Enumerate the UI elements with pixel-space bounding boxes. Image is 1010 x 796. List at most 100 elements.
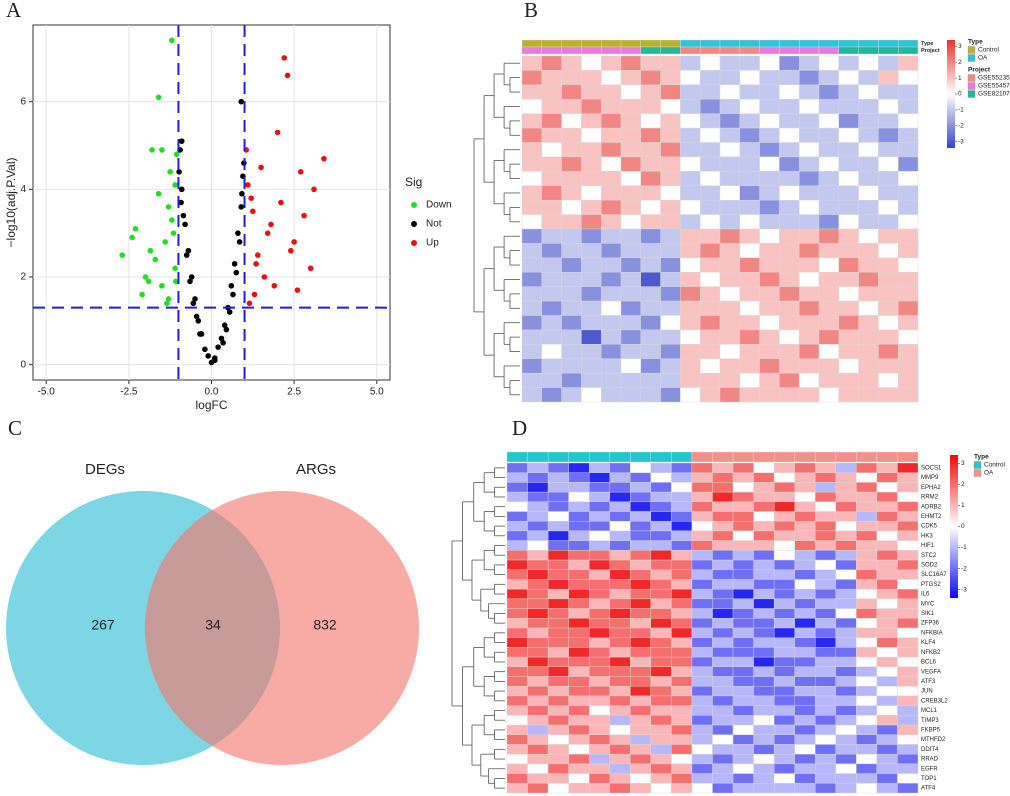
heatmap-cell [568,540,590,551]
heatmap-cell [794,598,816,609]
heatmap-cell [876,569,898,580]
heatmap-cell [753,540,775,551]
heatmap-cell [506,588,528,600]
point [254,252,261,258]
heatmap-cell [581,387,602,403]
row-label: ZFP36 [921,621,940,627]
heatmap-cell [759,372,780,388]
heatmap-cell [581,228,602,244]
heatmap-cell [773,530,795,541]
heatmap-cell [506,511,528,522]
heatmap-cell [794,491,816,503]
heatmap-cell [818,344,839,359]
heatmap-cell [897,521,919,532]
annotation-cell [660,39,681,48]
heatmap-cell [815,462,836,473]
point [193,313,200,320]
x-axis-label: logFC [195,398,227,412]
heatmap-cell [856,588,878,600]
heatmap-cell [589,695,610,706]
heatmap-cell [691,501,713,512]
row-label: DDIT4 [921,747,939,753]
heatmap-cell [794,705,816,716]
heatmap-cell [815,666,836,677]
heatmap-cell [815,715,836,726]
heatmap-cell [739,387,760,403]
heatmap-cell [773,462,795,473]
heatmap-cell [876,618,898,629]
heatmap-cell [527,608,549,619]
heatmap-cell [815,579,836,590]
heatmap-cell [897,598,919,609]
heatmap-cell [878,257,899,273]
heatmap-cell [799,113,820,129]
annotation-cell [700,46,721,55]
heatmap-cell [835,559,857,570]
annotation-cell [581,39,602,48]
row-label: RRAD [921,757,939,763]
x-tick-label: -5.0 [38,387,56,398]
heatmap-cell [719,372,740,388]
heatmap-cell [876,637,898,648]
heatmap-cell [732,569,754,580]
heatmap-cell [815,637,836,648]
heatmap-cell [671,608,693,619]
point [233,269,240,276]
heatmap-cell [759,199,780,215]
heatmap-cell [794,618,816,629]
legend-title: Project [968,67,991,74]
heatmap-cell [815,734,836,745]
heatmap-cell [858,99,879,114]
point [297,169,304,175]
heatmap-cell [691,579,713,590]
heatmap-cell [876,559,898,570]
heatmap-cell [739,257,760,273]
heatmap-cell [858,156,879,172]
heatmap-cell [739,243,760,259]
heatmap-cell [759,300,780,316]
heatmap-cell [719,171,740,186]
heatmap-cell [547,501,569,512]
legend-swatch [967,82,976,90]
heatmap-cell [712,637,734,648]
heatmap-cell [897,482,919,493]
heatmap-cell [547,559,569,570]
heatmap-cell [601,300,622,316]
legend-swatch [967,46,976,54]
heatmap-cell [818,272,839,287]
heatmap-cell [759,387,780,403]
point [220,339,226,346]
heatmap-cell [581,272,602,287]
heatmap-cell [753,656,775,668]
heatmap-cell [630,647,652,658]
heatmap-cell [527,501,549,512]
heatmap-cell [799,243,820,259]
heatmap-cell [818,315,839,331]
heatmap-cell [739,185,760,201]
heatmap-cell [650,482,672,493]
heatmap-cell [799,372,820,388]
heatmap-cell [680,84,701,100]
heatmap-cell [691,686,713,697]
heatmap-cell [700,329,721,345]
heatmap-cell [650,753,672,765]
heatmap-cell [609,715,631,726]
heatmap-cell [856,608,878,619]
heatmap-cell [601,286,622,302]
heatmap-cell [876,647,898,658]
heatmap-cell [818,113,839,129]
legend-label: OA [978,55,988,62]
heatmap-cell [521,70,542,86]
heatmap-cell [527,724,549,735]
heatmap-cell [773,491,795,503]
heatmap-cell [691,462,713,473]
heatmap-cell [818,185,839,201]
point [281,55,288,61]
heatmap-cell [712,472,734,483]
point [172,265,178,272]
heatmap-cell [838,70,859,86]
heatmap-cell [719,329,740,345]
color-bar-label: -2 [961,565,967,572]
heatmap-cell [799,286,820,302]
annotation-cell [732,451,754,463]
